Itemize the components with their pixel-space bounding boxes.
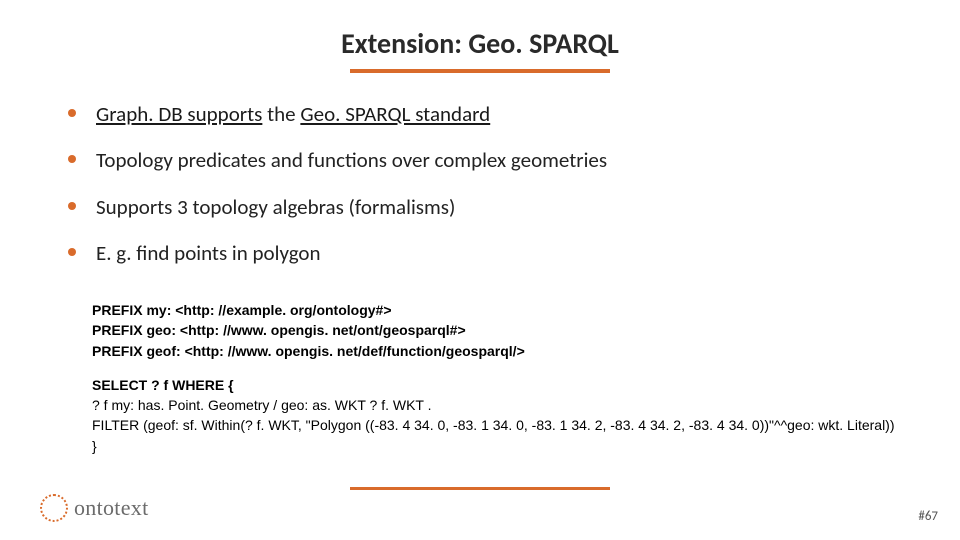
slide-title: Extension: Geo. SPARQL <box>40 26 920 61</box>
list-item: E. g. find points in polygon <box>68 230 920 276</box>
code-line: } <box>92 436 920 456</box>
code-prefix-block: PREFIX my: <http: //example. org/ontolog… <box>92 300 920 361</box>
bullet-text: E. g. find points in polygon <box>96 240 321 266</box>
code-rest: : <http: //www. opengis. net/def/functio… <box>176 343 525 359</box>
code-line: PREFIX my: <http: //example. org/ontolog… <box>92 300 920 320</box>
code-line: PREFIX geo: <http: //www. opengis. net/o… <box>92 320 920 340</box>
code-ns: geo <box>146 322 171 338</box>
code-text: } <box>92 438 97 454</box>
code-query-block: SELECT ? f WHERE { ? f my: has. Point. G… <box>92 375 920 456</box>
code-rest: : <http: //example. org/ontology#> <box>167 302 392 318</box>
code-keyword: PREFIX <box>92 322 146 338</box>
footer-divider <box>350 487 610 490</box>
bullet-list: Graph. DB supports the Geo. SPARQL stand… <box>68 91 920 276</box>
code-rest: : <http: //www. opengis. net/ont/geospar… <box>171 322 465 338</box>
brand-logo: ontotext <box>40 494 149 522</box>
list-item: Supports 3 topology algebras (formalisms… <box>68 184 920 230</box>
bullet-text: Graph. DB supports the Geo. SPARQL stand… <box>96 101 490 127</box>
bullet-text: Supports 3 topology algebras (formalisms… <box>96 194 455 220</box>
title-divider <box>350 69 610 73</box>
list-item: Topology predicates and functions over c… <box>68 137 920 183</box>
logo-icon <box>40 494 68 522</box>
code-text: ? f my: has. Point. Geometry / geo: as. … <box>92 397 432 413</box>
code-line: ? f my: has. Point. Geometry / geo: as. … <box>92 395 920 415</box>
code-ns: geof <box>146 343 176 359</box>
code-ns: my <box>146 302 166 318</box>
bullet-text: Topology predicates and functions over c… <box>96 147 607 173</box>
code-keyword: PREFIX <box>92 343 146 359</box>
code-text: SELECT ? f WHERE { <box>92 377 234 393</box>
list-item: Graph. DB supports the Geo. SPARQL stand… <box>68 91 920 137</box>
logo-text: ontotext <box>74 495 149 521</box>
code-text: FILTER (geof: sf. Within(? f. WKT, "Poly… <box>92 417 895 433</box>
code-line: PREFIX geof: <http: //www. opengis. net/… <box>92 341 920 361</box>
code-line: FILTER (geof: sf. Within(? f. WKT, "Poly… <box>92 415 920 435</box>
page-number: #67 <box>918 509 938 524</box>
code-line: SELECT ? f WHERE { <box>92 375 920 395</box>
code-keyword: PREFIX <box>92 302 146 318</box>
